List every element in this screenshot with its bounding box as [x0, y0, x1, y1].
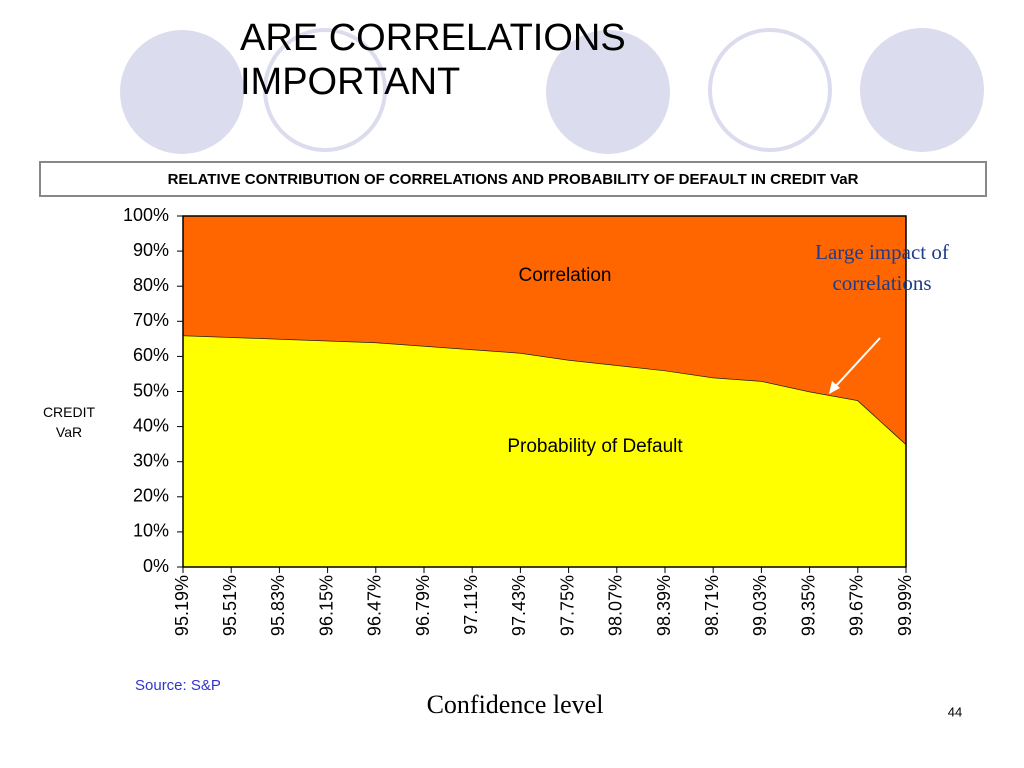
x-tick-label: 99.67%: [847, 575, 867, 636]
x-tick-label: 99.35%: [798, 575, 818, 636]
x-tick-label: 98.39%: [654, 575, 674, 636]
page-number: 44: [948, 704, 962, 719]
x-tick-label: 98.71%: [702, 575, 722, 636]
y-tick-label: 10%: [133, 521, 169, 541]
x-tick-label: 99.03%: [750, 575, 770, 636]
annotation: Large impact of correlations: [815, 240, 949, 295]
plot-area: 0% 10% 20% 30% 40% 50% 60% 70% 80% 90% 100% 95.19% 9…: [123, 205, 915, 636]
x-tick-label: 96.15%: [316, 575, 336, 636]
x-tick-label: 95.19%: [172, 575, 192, 636]
arrow: [833, 337, 881, 389]
y-tick-label: 90%: [133, 240, 169, 260]
subtitle: RELATIVE CONTRIBUTION OF CORRELATIONS AN…: [168, 171, 859, 188]
y-tick-label: 70%: [133, 310, 169, 330]
decor-circle: [708, 28, 832, 152]
decor-circle: [860, 28, 984, 152]
x-tick-label: 97.75%: [557, 575, 577, 636]
x-tick-label: 96.79%: [413, 575, 433, 636]
y-tick-label: 100%: [123, 205, 169, 225]
x-tick-label: 97.43%: [509, 575, 529, 636]
x-tick-label: 97.11%: [461, 575, 481, 635]
y-tick-label: 80%: [133, 275, 169, 295]
series-label: Correlation: [519, 265, 612, 286]
x-tick-label: 98.07%: [606, 575, 626, 636]
x-tick-label: 96.47%: [365, 575, 385, 636]
y-tick-label: 30%: [133, 450, 169, 470]
y-tick-label: 60%: [133, 345, 169, 365]
x-axis-label: Confidence level: [427, 690, 604, 719]
x-tick-label: 99.99%: [895, 575, 915, 636]
series-label: Probability of Default: [507, 436, 683, 457]
decor-circle: [263, 28, 387, 152]
x-tick-label: 95.83%: [268, 575, 288, 636]
decor-circle: [546, 30, 670, 154]
y-tick-label: 40%: [133, 415, 169, 435]
subtitle-box: [39, 161, 987, 197]
area: [183, 216, 906, 445]
y-tick-label: 50%: [133, 380, 169, 400]
y-tick-label: 20%: [133, 486, 169, 506]
y-tick-label: 0%: [143, 556, 169, 576]
decor-circle: [120, 30, 244, 154]
area: [183, 335, 906, 567]
x-tick-label: 95.51%: [220, 575, 240, 636]
title: ARE CORRELATIONS IMPORTANT: [240, 17, 626, 103]
source: Source: S&P: [135, 677, 221, 694]
y-axis-label: CREDIT VaR: [42, 404, 96, 440]
arrow-head: [829, 381, 840, 394]
